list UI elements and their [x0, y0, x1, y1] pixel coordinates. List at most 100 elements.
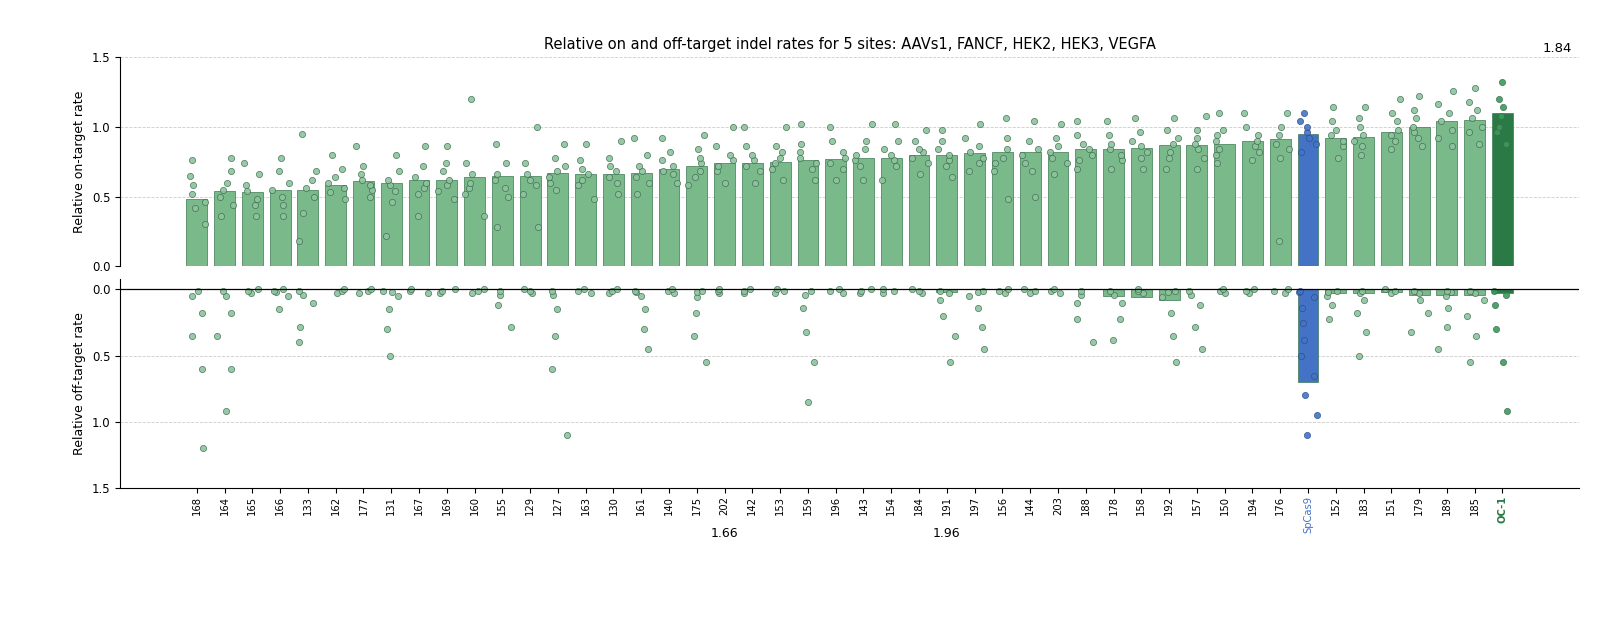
- Point: [211, 184, 237, 195]
- Point: [442, 285, 467, 295]
- Point: [1325, 152, 1350, 162]
- Bar: [491, 176, 512, 266]
- Point: [1491, 102, 1517, 112]
- Point: [842, 155, 867, 165]
- Point: [470, 285, 496, 295]
- Point: [661, 288, 686, 299]
- Point: [414, 288, 440, 299]
- Point: [693, 358, 718, 368]
- Bar: [1325, 138, 1346, 266]
- Point: [1130, 164, 1155, 174]
- Point: [802, 175, 827, 185]
- Bar: [408, 180, 429, 266]
- Point: [1403, 113, 1429, 124]
- Point: [1267, 236, 1293, 246]
- Point: [218, 166, 243, 176]
- Point: [291, 208, 317, 218]
- Point: [331, 194, 357, 204]
- Bar: [1437, 290, 1458, 295]
- Point: [213, 291, 238, 301]
- Point: [1064, 164, 1090, 174]
- Point: [1373, 285, 1398, 295]
- Point: [186, 286, 211, 296]
- Bar: [1214, 143, 1235, 266]
- Point: [661, 169, 686, 179]
- Point: [982, 158, 1008, 168]
- Point: [235, 186, 261, 196]
- Point: [370, 286, 395, 296]
- Point: [632, 324, 658, 334]
- Point: [1245, 136, 1270, 146]
- Point: [1318, 130, 1344, 140]
- Point: [632, 304, 658, 314]
- Point: [179, 155, 205, 165]
- Point: [1342, 136, 1368, 146]
- Point: [747, 166, 773, 176]
- Point: [331, 285, 357, 295]
- Point: [232, 158, 258, 168]
- Point: [1232, 122, 1258, 132]
- Point: [1045, 141, 1070, 152]
- Point: [403, 172, 429, 182]
- Point: [605, 189, 630, 199]
- Point: [350, 161, 376, 171]
- Point: [1064, 116, 1090, 126]
- Bar: [992, 152, 1013, 266]
- Point: [1331, 136, 1357, 146]
- Point: [992, 288, 1018, 299]
- Point: [966, 287, 992, 297]
- Point: [1203, 150, 1229, 160]
- Point: [1275, 285, 1301, 295]
- Point: [1064, 130, 1090, 140]
- Point: [706, 161, 731, 171]
- Point: [243, 194, 269, 204]
- Point: [1459, 113, 1485, 124]
- Point: [1099, 164, 1125, 174]
- Point: [1098, 138, 1123, 148]
- Point: [302, 166, 328, 176]
- Point: [526, 222, 552, 232]
- Point: [349, 169, 374, 179]
- Bar: [965, 153, 986, 266]
- Point: [1080, 337, 1106, 347]
- Point: [1206, 144, 1232, 154]
- Point: [907, 169, 933, 179]
- Point: [1040, 152, 1066, 162]
- Point: [597, 172, 622, 182]
- Point: [355, 286, 381, 296]
- Point: [1378, 144, 1403, 154]
- Point: [870, 285, 896, 295]
- Point: [411, 161, 437, 171]
- Bar: [630, 173, 651, 266]
- Point: [704, 286, 730, 296]
- Point: [1485, 127, 1510, 138]
- Bar: [853, 157, 874, 266]
- Point: [373, 231, 398, 241]
- Point: [1210, 124, 1235, 134]
- Point: [554, 430, 579, 440]
- Point: [1379, 108, 1405, 118]
- Point: [192, 197, 218, 207]
- Point: [688, 158, 714, 168]
- Point: [486, 290, 512, 300]
- Bar: [1298, 290, 1318, 382]
- Point: [936, 288, 962, 299]
- Point: [541, 290, 566, 300]
- Point: [523, 180, 549, 190]
- Point: [771, 286, 797, 296]
- Point: [1458, 358, 1483, 368]
- Point: [1048, 288, 1074, 299]
- Point: [691, 130, 717, 140]
- Point: [179, 291, 205, 301]
- Point: [1440, 124, 1466, 134]
- Bar: [576, 174, 597, 266]
- Point: [1354, 327, 1379, 337]
- Point: [1099, 335, 1125, 345]
- Point: [928, 295, 954, 305]
- Point: [1098, 286, 1123, 296]
- Point: [731, 286, 757, 296]
- Point: [376, 304, 402, 314]
- Point: [995, 194, 1021, 204]
- Point: [966, 158, 992, 168]
- Point: [323, 288, 349, 299]
